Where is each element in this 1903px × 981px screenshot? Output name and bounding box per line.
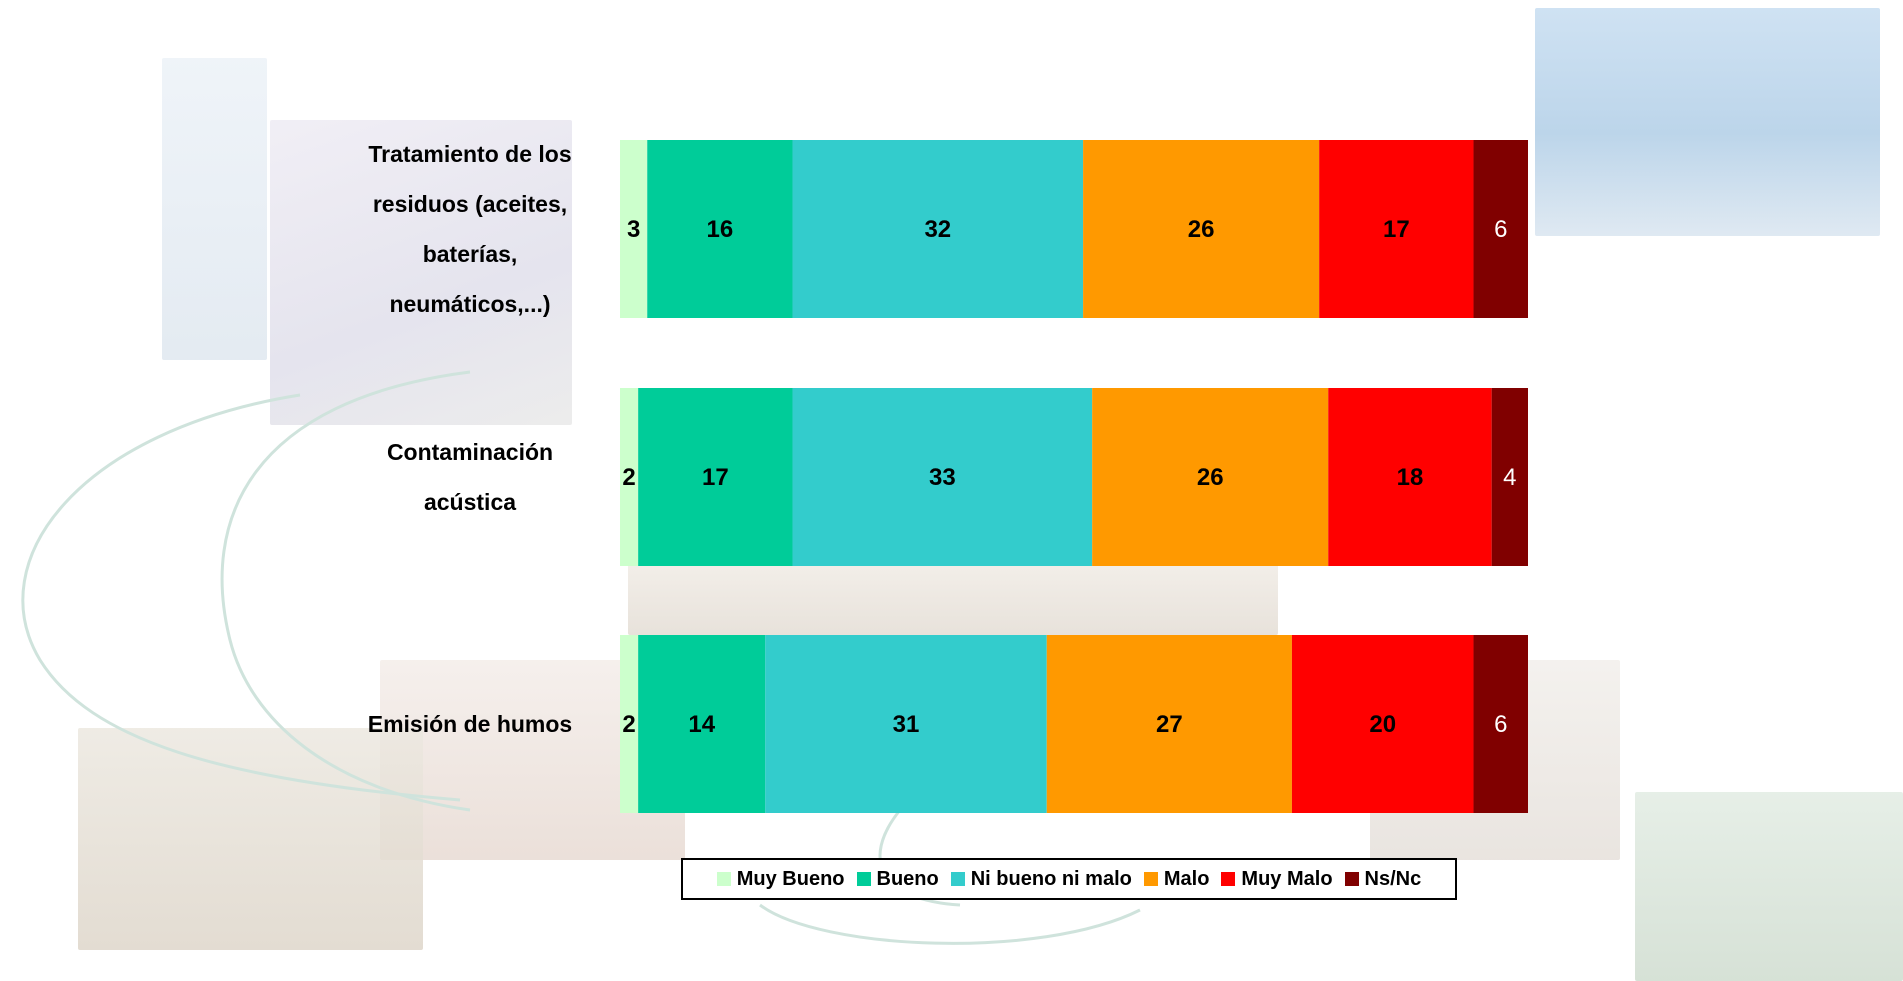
legend-swatch [1143, 872, 1158, 886]
bar-segment-1-ns-nc [1473, 140, 1528, 318]
category-label-2: Contaminación acústica [340, 427, 600, 527]
category-label-1: Tratamiento de los residuos (aceites, bate… [340, 129, 600, 329]
data-label-1-5: 17 [1383, 216, 1410, 243]
data-label-1-6: 6 [1494, 216, 1507, 243]
bar-segment-1-bueno [647, 140, 793, 318]
bar-segment-1-malo [1083, 140, 1320, 318]
data-label-2-2: 17 [702, 464, 729, 491]
bar-segment-2-muy-bueno [620, 388, 639, 566]
bg-truck-photo-top-left [162, 58, 267, 360]
category-label-line: residuos (aceites, [372, 191, 568, 217]
data-label-2-1: 2 [622, 464, 635, 491]
legend-swatch [856, 872, 871, 886]
legend-label: Ni bueno ni malo [970, 867, 1132, 890]
bar-segment-3-bueno [638, 635, 766, 813]
category-label-line: Contaminación [386, 439, 554, 465]
legend-label: Muy Bueno [736, 867, 845, 890]
bar-segment-1-ni-bueno-ni-malo [792, 140, 1084, 318]
chart-legend: Muy Bueno Bueno Ni bueno ni malo Malo Muy Ma… [681, 858, 1457, 900]
legend-label: Ns/Nc [1364, 867, 1422, 890]
legend-swatch [1221, 872, 1236, 886]
bar-segment-3-muy-malo [1291, 635, 1474, 813]
data-label-2-4: 26 [1197, 464, 1224, 491]
bar-segment-2-muy-malo [1328, 388, 1492, 566]
data-label-2-3: 33 [929, 464, 956, 491]
data-label-3-5: 20 [1369, 711, 1396, 738]
legend-item: Bueno [856, 867, 939, 891]
data-label-3-2: 14 [688, 711, 715, 738]
bg-port-photo [1635, 792, 1903, 981]
data-label-3-4: 27 [1156, 711, 1183, 738]
bg-truck-photo-blue [270, 120, 572, 425]
data-label-3-1: 2 [622, 711, 635, 738]
bg-truck-photo-middle [628, 560, 1278, 635]
bar-segment-3-malo [1046, 635, 1292, 813]
category-label-line: Tratamiento de los [368, 141, 572, 167]
category-label-line: Emisión de humos [367, 711, 573, 737]
bar-segment-2-ns-nc [1491, 388, 1528, 566]
legend-swatch [950, 872, 965, 886]
bar-segment-2-ni-bueno-ni-malo [792, 388, 1093, 566]
data-label-1-4: 26 [1188, 216, 1215, 243]
bar-segment-2-malo [1092, 388, 1329, 566]
bar-segment-2-bueno [638, 388, 793, 566]
category-label-line: baterías, [422, 241, 518, 267]
legend-item: Ni bueno ni malo [950, 867, 1132, 891]
legend-item: Muy Malo [1221, 867, 1333, 891]
data-label-3-6: 6 [1494, 711, 1507, 738]
data-label-3-3: 31 [893, 711, 920, 738]
bar-segment-1-muy-bueno [620, 140, 648, 318]
bar-segment-1-muy-malo [1319, 140, 1474, 318]
bar-segment-3-ni-bueno-ni-malo [765, 635, 1047, 813]
legend-label: Muy Malo [1241, 867, 1333, 890]
legend-swatch [716, 872, 731, 886]
legend-item: Ns/Nc [1344, 867, 1422, 891]
data-label-2-5: 18 [1397, 464, 1424, 491]
category-label-line: acústica [423, 489, 517, 515]
bar-segment-3-muy-bueno [620, 635, 639, 813]
data-label-2-6: 4 [1503, 464, 1516, 491]
data-label-1-3: 32 [924, 216, 951, 243]
legend-label: Malo [1163, 867, 1210, 890]
category-label-3: Emisión de humos [340, 699, 600, 749]
legend-label: Bueno [876, 867, 939, 890]
data-label-1-2: 16 [707, 216, 734, 243]
legend-item: Malo [1143, 867, 1210, 891]
category-label-line: neumáticos,...) [389, 291, 551, 317]
legend-item: Muy Bueno [716, 867, 845, 891]
data-label-1-1: 3 [627, 216, 640, 243]
legend-swatch [1344, 872, 1359, 886]
bar-segment-3-ns-nc [1473, 635, 1528, 813]
bg-train-photo-hopper [78, 728, 423, 950]
bg-ship-photo [1535, 8, 1880, 236]
